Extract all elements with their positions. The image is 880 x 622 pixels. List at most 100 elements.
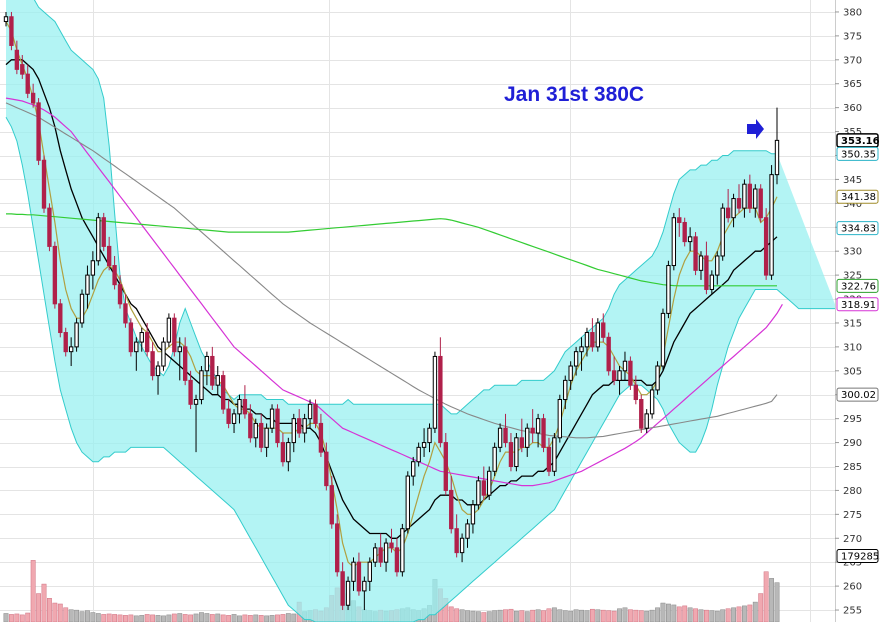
volume-bar bbox=[209, 614, 215, 622]
price-tag-box bbox=[836, 146, 879, 161]
candle bbox=[248, 404, 253, 443]
candle-body bbox=[753, 188, 758, 209]
candle bbox=[96, 212, 101, 266]
candle-body bbox=[291, 418, 296, 444]
candle bbox=[204, 351, 210, 386]
candle-body bbox=[166, 317, 172, 343]
candle bbox=[459, 533, 465, 563]
candle-body bbox=[443, 442, 448, 491]
volume-bar bbox=[519, 610, 525, 622]
candle bbox=[123, 294, 128, 328]
candle-body bbox=[514, 437, 519, 467]
price-tag-label: 1792855 bbox=[841, 551, 880, 562]
candle-body bbox=[758, 188, 763, 219]
volume-bar bbox=[644, 610, 650, 622]
volume-bar bbox=[530, 609, 536, 622]
candle bbox=[85, 265, 90, 309]
candle bbox=[231, 409, 237, 434]
candle bbox=[90, 251, 96, 290]
candle bbox=[318, 413, 324, 457]
candle-body bbox=[476, 480, 481, 506]
candle-body bbox=[671, 217, 677, 267]
candle-body bbox=[367, 561, 372, 582]
candle bbox=[470, 499, 476, 534]
volume-bar bbox=[731, 607, 736, 622]
candle bbox=[487, 466, 492, 500]
candle bbox=[264, 423, 269, 457]
candle-body bbox=[736, 198, 742, 209]
candle bbox=[535, 413, 541, 448]
price-tag-box bbox=[836, 387, 879, 402]
candle bbox=[155, 361, 161, 395]
candle-body bbox=[568, 365, 573, 381]
volume-bar bbox=[57, 603, 63, 622]
volume-bar bbox=[90, 612, 96, 622]
tick-label: 345 bbox=[843, 175, 862, 186]
volume-bar bbox=[247, 615, 253, 622]
candle bbox=[226, 399, 231, 429]
volume-bar bbox=[166, 614, 172, 622]
candle bbox=[161, 337, 166, 371]
candle-body bbox=[264, 427, 269, 448]
price-tag: 350.35 bbox=[836, 146, 879, 161]
candle-body bbox=[677, 217, 682, 223]
candle-body bbox=[530, 427, 535, 434]
candle-body bbox=[68, 346, 74, 353]
candle bbox=[182, 337, 188, 386]
candle bbox=[329, 476, 334, 529]
volume-bar bbox=[703, 609, 709, 622]
candle bbox=[465, 519, 470, 548]
candle-body bbox=[161, 341, 166, 367]
candle-body bbox=[134, 341, 139, 353]
candlesticks bbox=[3, 11, 780, 611]
price-tag: 334.83 bbox=[836, 221, 879, 236]
volume-bar bbox=[231, 614, 237, 622]
candle bbox=[763, 208, 769, 280]
candle bbox=[660, 308, 666, 371]
volume-bar bbox=[546, 608, 552, 622]
candle bbox=[449, 476, 454, 534]
candle bbox=[345, 576, 351, 611]
candle bbox=[644, 409, 649, 434]
candle-body bbox=[378, 547, 383, 563]
candle bbox=[622, 351, 628, 381]
volume-bar bbox=[693, 608, 698, 622]
volume-bar bbox=[133, 615, 139, 622]
candle bbox=[725, 188, 731, 223]
candle bbox=[590, 318, 595, 352]
candle bbox=[259, 413, 264, 453]
candle bbox=[14, 40, 20, 75]
candle-body bbox=[313, 403, 318, 424]
candle bbox=[709, 270, 715, 295]
volume-bar bbox=[52, 602, 58, 622]
candle bbox=[286, 437, 291, 472]
tick-label: 295 bbox=[843, 414, 862, 425]
candle bbox=[655, 361, 660, 395]
volume-bar bbox=[36, 593, 41, 622]
volume-bar bbox=[291, 613, 297, 622]
volume-bar bbox=[627, 609, 633, 622]
volume-bar bbox=[150, 614, 156, 622]
candle-body bbox=[519, 437, 524, 448]
candle bbox=[416, 442, 421, 467]
candle-body bbox=[611, 370, 617, 381]
candle-body bbox=[85, 274, 90, 295]
candle-body bbox=[747, 183, 753, 209]
tick-label: 375 bbox=[843, 31, 862, 42]
candle-body bbox=[497, 427, 503, 448]
candle bbox=[595, 318, 601, 352]
volume-bar bbox=[237, 615, 242, 622]
candle bbox=[677, 208, 682, 237]
candle-body bbox=[101, 217, 106, 247]
candle-body bbox=[590, 332, 595, 348]
tick-label: 365 bbox=[843, 79, 862, 90]
candle bbox=[628, 356, 633, 390]
volume-bar bbox=[19, 614, 25, 622]
candle-body bbox=[307, 403, 313, 420]
candle-body bbox=[231, 413, 237, 424]
candle bbox=[52, 241, 58, 309]
volume-bar bbox=[275, 614, 280, 622]
volume-bar bbox=[655, 607, 660, 622]
candle-body bbox=[411, 461, 416, 477]
